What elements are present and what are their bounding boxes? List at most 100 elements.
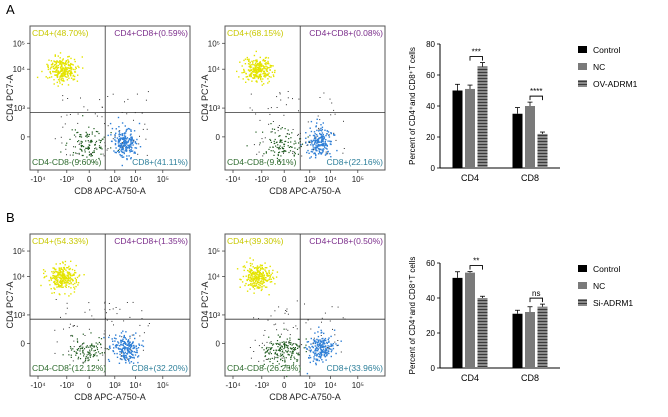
dn-dot xyxy=(288,367,290,369)
legend-label: Control xyxy=(593,264,621,274)
dn-dot xyxy=(291,132,293,134)
cd8-dot xyxy=(111,127,114,130)
cd4-dot xyxy=(265,272,268,274)
cd8-dot xyxy=(129,143,132,145)
scatter-dot xyxy=(142,349,144,351)
cd4-dot xyxy=(43,272,45,275)
cd8-dot xyxy=(313,358,315,360)
dn-dot xyxy=(283,341,285,343)
cd4-dot xyxy=(262,65,264,67)
scatter-dot xyxy=(264,330,266,331)
cd4-dot xyxy=(60,63,62,65)
y-tick-label: 10⁵ xyxy=(208,39,220,48)
cd4-dot xyxy=(262,268,265,270)
dn-dot xyxy=(90,141,92,143)
cd4-dot xyxy=(246,58,249,61)
significance-bracket xyxy=(529,297,543,303)
cd4-dot xyxy=(69,267,71,270)
cd8-dot xyxy=(319,355,321,357)
dn-dot xyxy=(70,354,72,356)
cd4-dot xyxy=(263,70,265,72)
cd4-dot xyxy=(46,63,48,66)
dn-dot xyxy=(81,150,83,152)
dn-dot xyxy=(285,136,287,138)
cd4-dot xyxy=(69,73,72,76)
cd8-dot xyxy=(119,335,121,337)
cd8-dot xyxy=(318,150,321,153)
cd4-dot xyxy=(56,283,59,285)
cd4-dot xyxy=(264,269,266,271)
cd4-dot xyxy=(241,65,243,67)
dn-dot xyxy=(96,347,98,349)
scatter-dot xyxy=(287,329,289,331)
scatter-dot xyxy=(259,119,261,121)
cd8-dot xyxy=(322,148,324,150)
cd4-dot xyxy=(274,69,276,72)
bar-category-label: CD4 xyxy=(461,373,479,383)
flow-x-axis-label: CD8 APC-A750-A xyxy=(74,392,146,402)
cd4-dot xyxy=(274,71,276,74)
x-tick-label: -10³ xyxy=(60,175,75,184)
cd4-dot xyxy=(53,71,55,73)
cd4-dot xyxy=(61,65,63,67)
dn-dot xyxy=(87,140,89,142)
cd4-dot xyxy=(258,271,261,274)
scatter-dot xyxy=(317,115,319,117)
cd4-dot xyxy=(62,271,64,273)
cd4-dot xyxy=(267,67,269,69)
cd8-dot xyxy=(325,139,327,141)
cd4-dot xyxy=(59,71,61,73)
cd8-dot xyxy=(123,356,125,358)
scatter-dot xyxy=(304,303,305,305)
dn-dot xyxy=(278,135,280,137)
cd4-dot xyxy=(60,60,62,63)
scatter-dot xyxy=(62,126,64,128)
cd8-dot xyxy=(315,138,317,140)
cd8-dot xyxy=(315,154,317,156)
cd8-dot xyxy=(310,156,312,158)
cd4-dot xyxy=(56,283,58,286)
scatter-dot xyxy=(73,325,75,327)
dn-dot xyxy=(85,140,87,142)
dn-dot xyxy=(294,348,296,350)
scatter-dot xyxy=(56,341,58,343)
cd8-dot xyxy=(316,344,318,346)
cd4-dot xyxy=(50,277,52,280)
cd8-dot xyxy=(316,129,318,132)
dn-dot xyxy=(288,151,290,154)
dn-dot xyxy=(86,156,88,158)
cd8-dot xyxy=(318,353,321,356)
cd8-dot xyxy=(124,132,127,134)
scatter-dot xyxy=(271,131,273,133)
cd4-dot xyxy=(259,264,262,266)
scatter-dot xyxy=(261,138,263,140)
cd8-dot xyxy=(125,355,127,357)
cd4-dot xyxy=(266,68,268,70)
cd8-dot xyxy=(134,147,136,149)
cd8-dot xyxy=(131,137,133,139)
scatter-dot xyxy=(331,102,333,104)
scatter-dot xyxy=(107,96,109,97)
cd4-dot xyxy=(242,266,244,268)
cd8-dot xyxy=(123,133,126,135)
bar-y-tick-label: 60 xyxy=(426,259,435,268)
cd4-dot xyxy=(56,61,59,63)
dn-dot xyxy=(89,356,91,358)
cd4-dot xyxy=(74,282,76,285)
cd4-dot xyxy=(59,280,62,283)
dn-dot xyxy=(293,155,295,157)
cd8-dot xyxy=(128,345,130,348)
cd4-dot xyxy=(65,281,67,284)
cd8-dot xyxy=(320,332,322,334)
scatter-dot xyxy=(139,324,141,326)
cd4-dot xyxy=(247,275,250,277)
cd4-dot xyxy=(255,277,257,279)
cd4-dot xyxy=(60,62,62,64)
dn-dot xyxy=(70,347,72,349)
dn-dot xyxy=(264,355,267,357)
scatter-dot xyxy=(270,107,272,109)
cd4-dot xyxy=(259,56,261,59)
cd8-dot xyxy=(326,151,329,153)
cd4-dot xyxy=(262,68,264,70)
dn-dot xyxy=(270,348,272,350)
